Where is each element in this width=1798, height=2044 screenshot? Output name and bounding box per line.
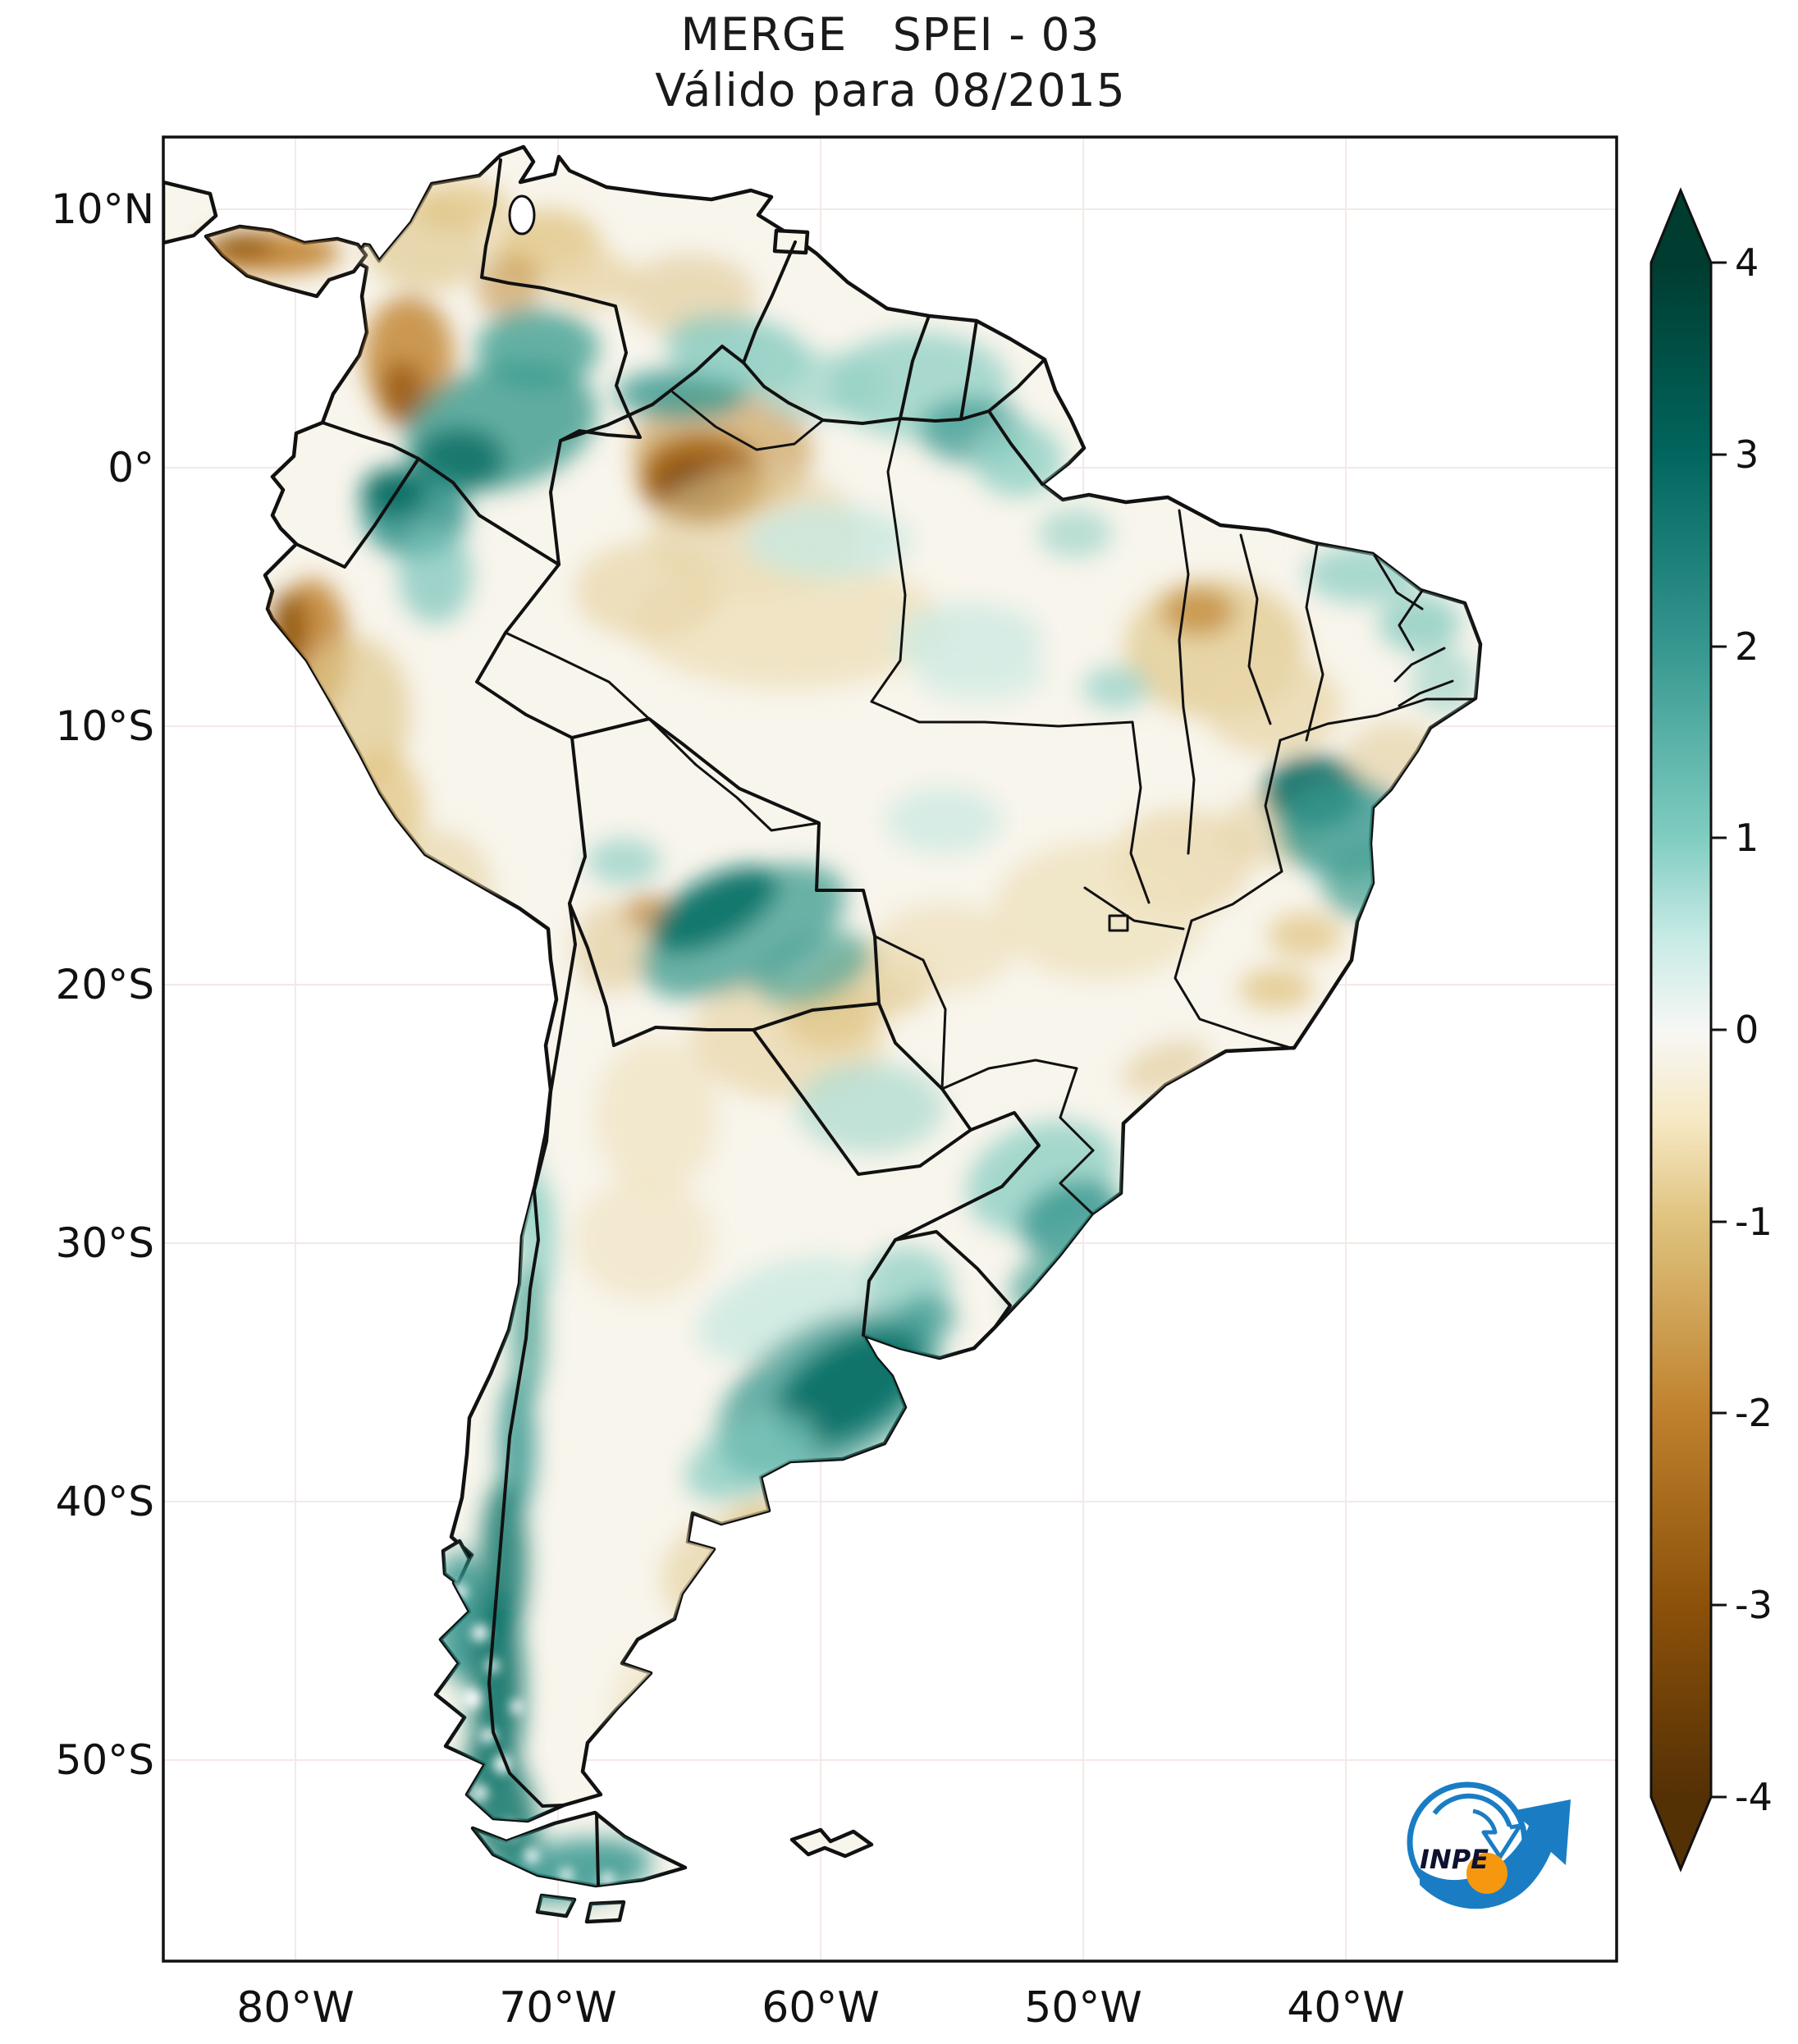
cb-tick-1: 1 xyxy=(1735,816,1759,860)
lat-tick-40s: 40°S xyxy=(55,1478,154,1525)
country-borders xyxy=(295,158,1046,1886)
cb-tick-4: 4 xyxy=(1735,240,1759,285)
lon-tick-40w: 40°W xyxy=(1287,1983,1405,2033)
lake-maracaibo xyxy=(508,194,536,235)
lat-tick-10n: 10°N xyxy=(50,185,154,233)
lat-tick-30s: 30°S xyxy=(55,1219,154,1267)
lon-tick-70w: 70°W xyxy=(499,1983,617,2033)
colorbar xyxy=(1649,187,1727,1873)
cb-tick-m2: -2 xyxy=(1735,1391,1773,1435)
central-america-fragment xyxy=(163,180,218,245)
cb-tick-m1: -1 xyxy=(1735,1200,1773,1244)
cb-tick-m4: -4 xyxy=(1735,1775,1773,1819)
map-subtitle: Válido para 08/2015 xyxy=(655,64,1126,117)
inpe-logo: INPE xyxy=(1407,1781,1571,1909)
lat-tick-10s: 10°S xyxy=(55,702,154,750)
inpe-logo-orange-dot xyxy=(1466,1853,1507,1894)
map-frame xyxy=(162,135,1618,1963)
colorbar-ticks xyxy=(1711,261,1727,1799)
lon-tick-60w: 60°W xyxy=(762,1983,880,2033)
lon-tick-50w: 50°W xyxy=(1024,1983,1142,2033)
lat-tick-0: 0° xyxy=(108,444,154,492)
map-title: MERGE SPEI - 03 xyxy=(680,8,1100,61)
cb-tick-3: 3 xyxy=(1735,432,1759,477)
lat-tick-50s: 50°S xyxy=(55,1736,154,1784)
inpe-logo-text: INPE xyxy=(1420,1844,1489,1875)
cb-tick-m3: -3 xyxy=(1735,1583,1773,1627)
lon-tick-80w: 80°W xyxy=(236,1983,355,2033)
cb-tick-2: 2 xyxy=(1735,624,1759,669)
cb-tick-0: 0 xyxy=(1735,1008,1759,1052)
trinidad-island xyxy=(772,228,810,255)
lat-tick-20s: 20°S xyxy=(55,961,154,1008)
falkland-islands xyxy=(789,1827,874,1859)
brazil-state-borders xyxy=(504,391,1476,1215)
